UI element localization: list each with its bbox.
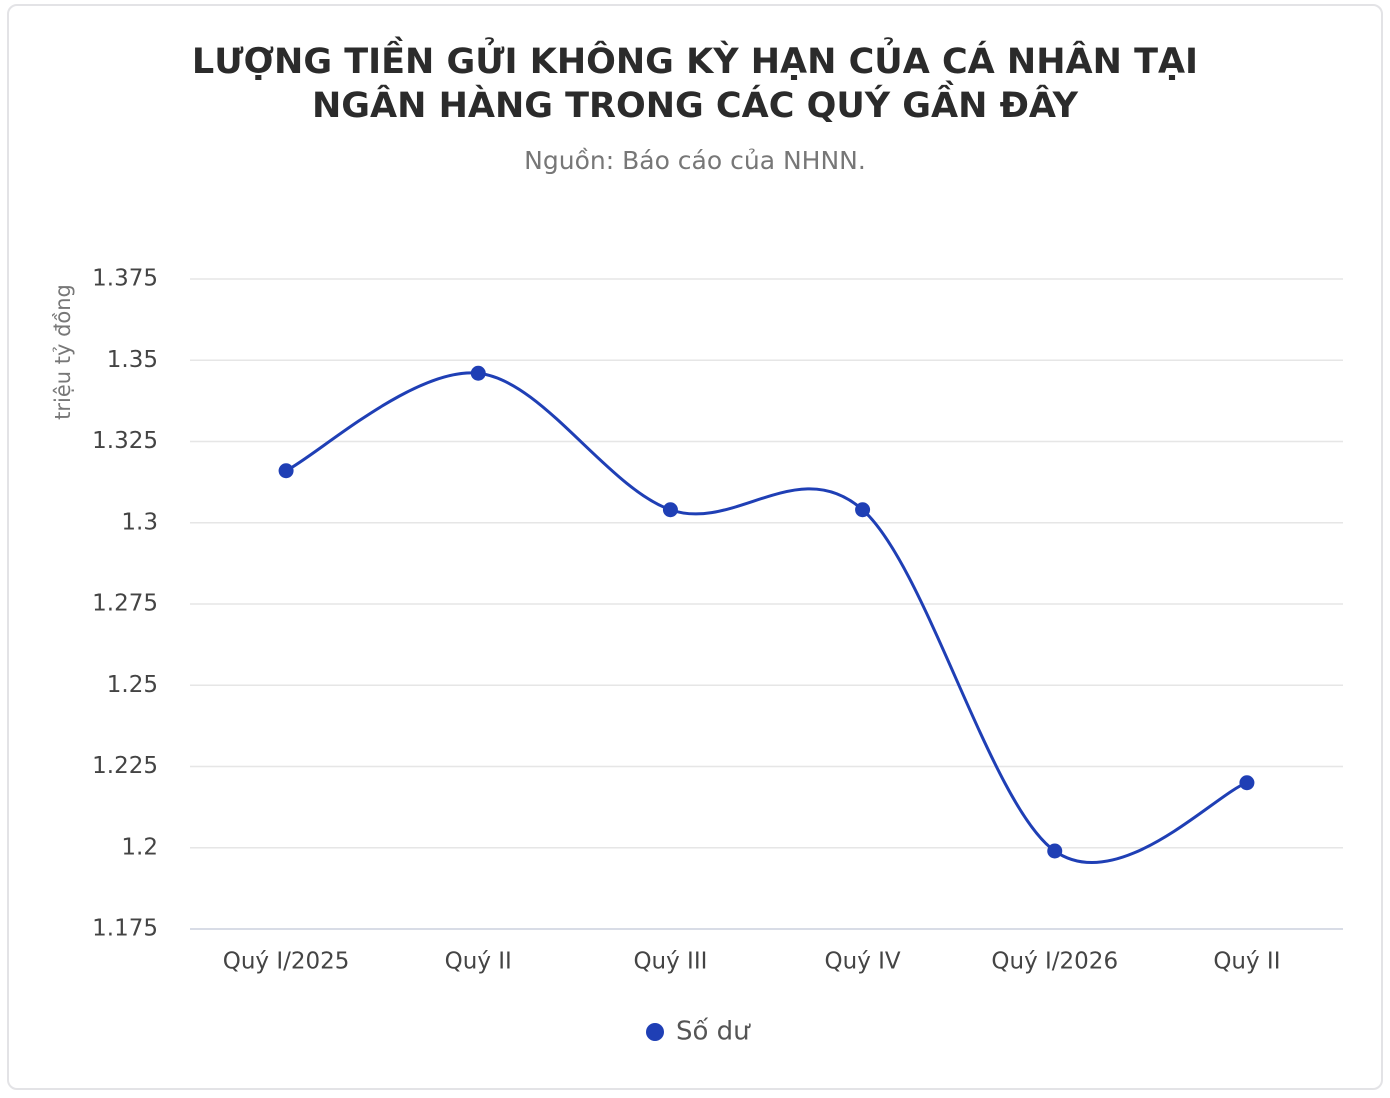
card — [7, 4, 1383, 1090]
x-tick-label: Quý I/2026 — [991, 949, 1118, 975]
y-tick-label: 1.3 — [121, 509, 158, 535]
x-tick-label: Quý II — [1213, 949, 1280, 975]
y-tick-label: 1.35 — [107, 347, 158, 373]
legend-marker — [646, 1023, 664, 1041]
legend-label: Số dư — [676, 1017, 751, 1047]
x-tick-label: Quý II — [445, 949, 512, 975]
y-tick-label: 1.25 — [107, 672, 158, 698]
y-tick-label: 1.375 — [92, 266, 158, 292]
data-point — [1239, 775, 1255, 791]
x-tick-label: Quý I/2025 — [223, 949, 350, 975]
series-line — [285, 371, 1248, 865]
y-tick-label: 1.225 — [92, 753, 158, 779]
data-point — [1047, 843, 1063, 859]
y-axis-label: triệu tỷ đồng — [51, 284, 75, 420]
data-point — [662, 502, 678, 518]
y-tick-label: 1.175 — [92, 916, 158, 942]
data-point — [855, 502, 871, 518]
chart-title: LƯỢNG TIỀN GỬI KHÔNG KỲ HẠN CỦA CÁ NHÂN … — [191, 42, 1199, 126]
data-point — [470, 365, 486, 381]
x-tick-label: Quý III — [633, 949, 707, 975]
y-tick-label: 1.325 — [92, 428, 158, 454]
y-tick-label: 1.275 — [92, 591, 158, 617]
data-point — [278, 463, 294, 479]
x-tick-label: Quý IV — [825, 949, 901, 975]
y-tick-label: 1.2 — [121, 834, 158, 860]
chart-subtitle: Nguồn: Báo cáo của NHNN. — [524, 146, 866, 175]
